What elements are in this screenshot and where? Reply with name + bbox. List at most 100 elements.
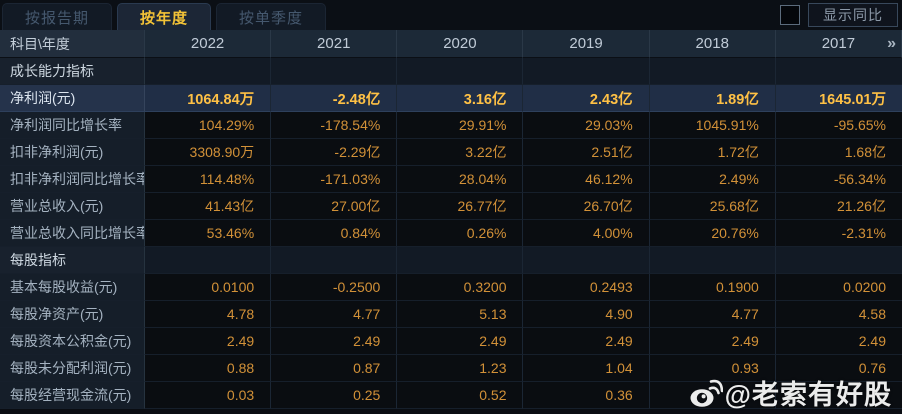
value-cell: 2.49%	[649, 166, 776, 193]
value-cell: 2.49	[145, 328, 272, 355]
value-cell: 0.52	[397, 382, 524, 409]
value-cell: 2.49	[775, 328, 902, 355]
value-cell	[775, 58, 902, 85]
year-header-2019: 2019	[523, 30, 650, 58]
value-cell: -2.29亿	[271, 139, 398, 166]
year-header-2018: 2018	[649, 30, 776, 58]
value-cell: 0.36	[523, 382, 650, 409]
row-label: 营业总收入同比增长率	[0, 220, 145, 247]
value-cell: 53.46%	[145, 220, 272, 247]
value-cell	[649, 58, 776, 85]
tab-by-report-period[interactable]: 按报告期	[2, 3, 113, 30]
value-cell: 26.77亿	[397, 193, 524, 220]
value-cell: 29.91%	[397, 112, 524, 139]
row-label: 扣非净利润同比增长率	[0, 166, 145, 193]
show-yoy-button[interactable]: 显示同比	[808, 3, 898, 27]
value-cell	[145, 58, 272, 85]
value-cell: 1045.91%	[649, 112, 776, 139]
value-cell: 3.16亿	[397, 85, 524, 112]
tab-by-year[interactable]: 按年度	[117, 3, 212, 30]
row-label: 基本每股收益(元)	[0, 274, 145, 301]
value-cell: -56.34%	[775, 166, 902, 193]
value-cell: 104.29%	[145, 112, 272, 139]
value-cell: 4.77	[649, 301, 776, 328]
value-cell: 3308.90万	[145, 139, 272, 166]
value-cell: 3.22亿	[397, 139, 524, 166]
value-cell: 0.03	[145, 382, 272, 409]
value-cell: -0.2500	[271, 274, 398, 301]
year-header-2020: 2020	[397, 30, 524, 58]
table-row[interactable]: 营业总收入(元) 41.43亿 27.00亿 26.77亿 26.70亿 25.68亿 21…	[0, 193, 902, 220]
value-cell: 20.76%	[649, 220, 776, 247]
row-label: 净利润(元)	[0, 85, 145, 112]
value-cell: 114.48%	[145, 166, 272, 193]
value-cell: 21.26亿	[775, 193, 902, 220]
value-cell	[523, 247, 650, 274]
value-cell: 0.1900	[649, 274, 776, 301]
value-cell	[775, 247, 902, 274]
value-cell	[523, 58, 650, 85]
table-row[interactable]: 每股资本公积金(元) 2.49 2.49 2.49 2.49 2.49 2.49	[0, 328, 902, 355]
value-cell: 1.68亿	[775, 139, 902, 166]
value-cell: 0.2493	[523, 274, 650, 301]
section-row: 成长能力指标	[0, 58, 902, 85]
value-cell	[145, 247, 272, 274]
value-cell: -178.54%	[271, 112, 398, 139]
period-tabbar: 按报告期 按年度 按单季度 显示同比	[0, 0, 902, 30]
value-cell: 2.49	[649, 328, 776, 355]
table-row[interactable]: 每股净资产(元) 4.78 4.77 5.13 4.90 4.77 4.58	[0, 301, 902, 328]
value-cell: 4.58	[775, 301, 902, 328]
table-row[interactable]: 每股未分配利润(元) 0.88 0.87 1.23 1.04 0.93 0.76	[0, 355, 902, 382]
more-years-chevron-icon[interactable]: »	[887, 34, 896, 52]
table-header-row: 科目\年度 2022 2021 2020 2019 2018 2017»	[0, 30, 902, 58]
section-row: 每股指标	[0, 247, 902, 274]
value-cell: 2.51亿	[523, 139, 650, 166]
row-label: 每股净资产(元)	[0, 301, 145, 328]
row-label: 每股未分配利润(元)	[0, 355, 145, 382]
tabbar-right-controls: 显示同比	[780, 3, 898, 27]
value-cell: 4.77	[271, 301, 398, 328]
row-label: 扣非净利润(元)	[0, 139, 145, 166]
value-cell: 0.84%	[271, 220, 398, 247]
value-cell: 0.76	[775, 355, 902, 382]
value-cell: 4.00%	[523, 220, 650, 247]
table-row[interactable]: 营业总收入同比增长率 53.46% 0.84% 0.26% 4.00% 20.76% -2.…	[0, 220, 902, 247]
value-cell: 0.0100	[145, 274, 272, 301]
row-label: 每股经营现金流(元)	[0, 382, 145, 409]
table-row[interactable]: 每股经营现金流(元) 0.03 0.25 0.52 0.36	[0, 382, 902, 409]
value-cell: -2.48亿	[271, 85, 398, 112]
value-cell: 0.25	[271, 382, 398, 409]
table-body: 成长能力指标 净利润(元) 1064.84万 -2.48亿 3.16亿 2.43亿 1.89…	[0, 58, 902, 409]
table-row[interactable]: 扣非净利润(元) 3308.90万 -2.29亿 3.22亿 2.51亿 1.72亿 1.6…	[0, 139, 902, 166]
row-label: 每股资本公积金(元)	[0, 328, 145, 355]
value-cell: 0.93	[649, 355, 776, 382]
value-cell: 1645.01万	[775, 85, 902, 112]
value-cell: 2.49	[271, 328, 398, 355]
value-cell: 0.3200	[397, 274, 524, 301]
tab-by-single-quarter[interactable]: 按单季度	[216, 3, 327, 30]
value-cell: 0.0200	[775, 274, 902, 301]
value-cell	[397, 247, 524, 274]
value-cell: 1.04	[523, 355, 650, 382]
value-cell: 25.68亿	[649, 193, 776, 220]
value-cell	[271, 247, 398, 274]
year-header-2017: 2017»	[775, 30, 902, 58]
value-cell: -95.65%	[775, 112, 902, 139]
value-cell: 2.43亿	[523, 85, 650, 112]
table-row[interactable]: 基本每股收益(元) 0.0100 -0.2500 0.3200 0.2493 0.1900…	[0, 274, 902, 301]
table-row[interactable]: 净利润(元) 1064.84万 -2.48亿 3.16亿 2.43亿 1.89亿 1645.…	[0, 85, 902, 112]
value-cell	[649, 247, 776, 274]
value-cell: 28.04%	[397, 166, 524, 193]
value-cell: 4.90	[523, 301, 650, 328]
show-yoy-checkbox[interactable]	[780, 5, 800, 25]
value-cell: -171.03%	[271, 166, 398, 193]
value-cell: 0.87	[271, 355, 398, 382]
value-cell: 2.49	[397, 328, 524, 355]
table-row[interactable]: 扣非净利润同比增长率 114.48% -171.03% 28.04% 46.12% 2.4…	[0, 166, 902, 193]
row-label: 成长能力指标	[0, 58, 145, 85]
value-cell: 26.70亿	[523, 193, 650, 220]
value-cell	[649, 382, 776, 409]
value-cell	[397, 58, 524, 85]
value-cell: -2.31%	[775, 220, 902, 247]
table-row[interactable]: 净利润同比增长率 104.29% -178.54% 29.91% 29.03% 1045.…	[0, 112, 902, 139]
